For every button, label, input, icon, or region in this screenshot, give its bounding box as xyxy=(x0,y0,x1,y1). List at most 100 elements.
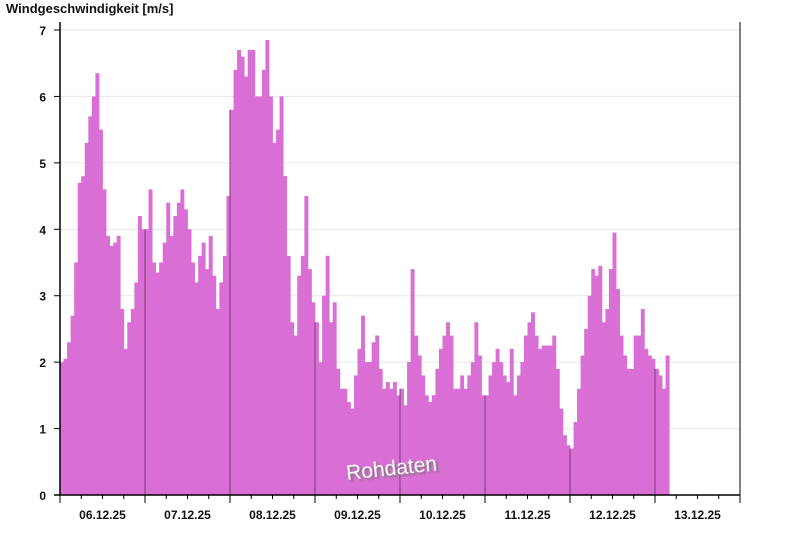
area-bar xyxy=(208,235,213,495)
area-bar xyxy=(630,368,635,495)
area-bar xyxy=(456,388,461,495)
day-separators xyxy=(144,109,656,495)
area-bar xyxy=(339,388,344,495)
area-bar xyxy=(633,335,638,495)
area-bar xyxy=(385,382,390,495)
area-bar xyxy=(548,345,553,495)
area-bar xyxy=(113,242,118,495)
area-bar xyxy=(272,142,277,495)
area-bar xyxy=(647,355,652,495)
area-bar xyxy=(307,269,312,495)
area-bar xyxy=(403,405,408,495)
area-bar xyxy=(325,255,330,495)
area-bar xyxy=(623,355,628,495)
area-bar xyxy=(662,388,667,495)
area-bar xyxy=(655,368,659,495)
area-bar xyxy=(169,235,174,495)
area-bar xyxy=(311,302,316,495)
area-bar xyxy=(378,368,383,495)
area-bar xyxy=(258,96,263,495)
area-bar xyxy=(212,275,217,495)
x-tick-label: 09.12.25 xyxy=(334,508,381,522)
area-bar xyxy=(538,348,543,495)
y-tick-labels: 0 1 2 3 4 5 6 7 xyxy=(39,24,46,503)
x-tick-label: 08.12.25 xyxy=(249,508,296,522)
area-bar xyxy=(332,302,337,495)
area-bar xyxy=(435,368,440,495)
area-bar xyxy=(251,49,256,496)
x-tick-label: 13.12.25 xyxy=(674,508,721,522)
area-bar xyxy=(219,282,224,495)
area-bar xyxy=(626,368,631,495)
area-bar xyxy=(368,362,373,495)
area-bar xyxy=(183,209,188,495)
area-bar xyxy=(591,269,596,495)
area-bar xyxy=(453,388,458,495)
y-tick-label: 1 xyxy=(39,423,46,437)
area-bar xyxy=(346,402,351,495)
area-bar xyxy=(67,342,72,495)
area-bar xyxy=(293,335,298,495)
area-bar xyxy=(137,216,142,495)
area-bar xyxy=(74,262,79,495)
area-bar xyxy=(283,176,288,495)
area-bar xyxy=(438,348,443,495)
area-bar xyxy=(389,388,394,495)
area-bar xyxy=(414,335,419,495)
area-bar xyxy=(261,69,266,495)
area-bar xyxy=(637,335,642,495)
x-tick-label: 06.12.25 xyxy=(79,508,126,522)
area-bar xyxy=(247,49,252,496)
area-bar xyxy=(531,312,535,495)
area-bar xyxy=(148,189,153,495)
area-bar xyxy=(587,295,592,495)
area-bar xyxy=(276,129,280,495)
area-bar xyxy=(123,348,128,495)
area-bar xyxy=(644,348,649,495)
area-bar xyxy=(198,255,203,495)
area-bar xyxy=(84,142,89,495)
y-tick-label: 7 xyxy=(39,24,46,38)
area-bar xyxy=(488,375,493,495)
area-bar xyxy=(658,375,663,495)
area-bar xyxy=(205,269,210,495)
area-bar xyxy=(286,255,291,495)
area-bar xyxy=(481,395,486,495)
area-bar xyxy=(279,96,284,495)
area-bar xyxy=(336,368,341,495)
area-bar xyxy=(60,362,64,495)
area-bar xyxy=(570,448,574,495)
area-bar xyxy=(357,348,362,495)
area-bar xyxy=(431,395,436,495)
area-bar xyxy=(222,255,227,495)
area-bar xyxy=(474,322,479,495)
area-bar xyxy=(605,309,610,495)
area-bar xyxy=(233,69,238,495)
area-bar xyxy=(421,375,426,495)
area-bar xyxy=(523,335,528,495)
area-bar xyxy=(350,408,355,495)
area-bar xyxy=(573,421,578,495)
area-bar xyxy=(467,375,472,495)
area-bar xyxy=(127,322,132,495)
area-bar xyxy=(81,176,86,495)
area-series xyxy=(60,39,670,496)
area-bar xyxy=(230,109,234,495)
area-bar xyxy=(268,96,273,495)
area-bar xyxy=(559,408,564,495)
area-bar xyxy=(201,242,206,495)
area-bar xyxy=(361,315,365,495)
area-bar xyxy=(290,322,295,495)
area-bar xyxy=(166,202,171,495)
area-bar xyxy=(400,388,404,495)
area-bar xyxy=(159,262,164,495)
area-bar xyxy=(463,388,468,495)
area-bar xyxy=(240,56,245,495)
y-tick-label: 4 xyxy=(39,223,46,237)
area-bar xyxy=(102,189,107,495)
area-bar xyxy=(424,395,429,495)
area-bar xyxy=(446,322,450,495)
area-bar xyxy=(106,235,110,495)
area-bar xyxy=(502,375,507,495)
area-bar xyxy=(364,362,369,495)
